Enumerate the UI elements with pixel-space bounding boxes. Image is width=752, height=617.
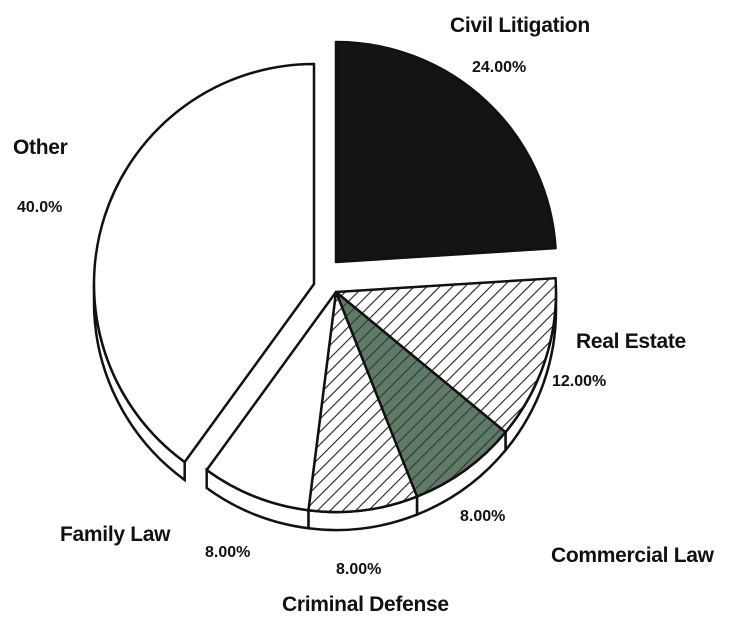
value-real-estate: 12.00% — [552, 373, 606, 390]
slice-civil — [334, 40, 557, 264]
pie-slices — [92, 40, 558, 532]
value-criminal-defense: 8.00% — [336, 561, 381, 578]
value-other: 40.0% — [17, 199, 62, 216]
slice-realestate — [334, 276, 558, 434]
label-civil-litigation: Civil Litigation — [450, 14, 590, 37]
slice-family — [205, 290, 338, 512]
label-other: Other — [13, 136, 68, 159]
value-civil-litigation: 24.00% — [472, 59, 526, 76]
value-commercial-law: 8.00% — [460, 508, 505, 525]
slice-commercial — [334, 290, 507, 498]
label-commercial-law: Commercial Law — [551, 544, 715, 567]
label-criminal-defense: Criminal Defense — [282, 593, 449, 616]
label-real-estate: Real Estate — [576, 330, 686, 353]
slice-criminal — [307, 290, 419, 514]
slice-other — [92, 62, 316, 464]
label-family-law: Family Law — [60, 523, 171, 546]
value-family-law: 8.00% — [205, 544, 250, 561]
